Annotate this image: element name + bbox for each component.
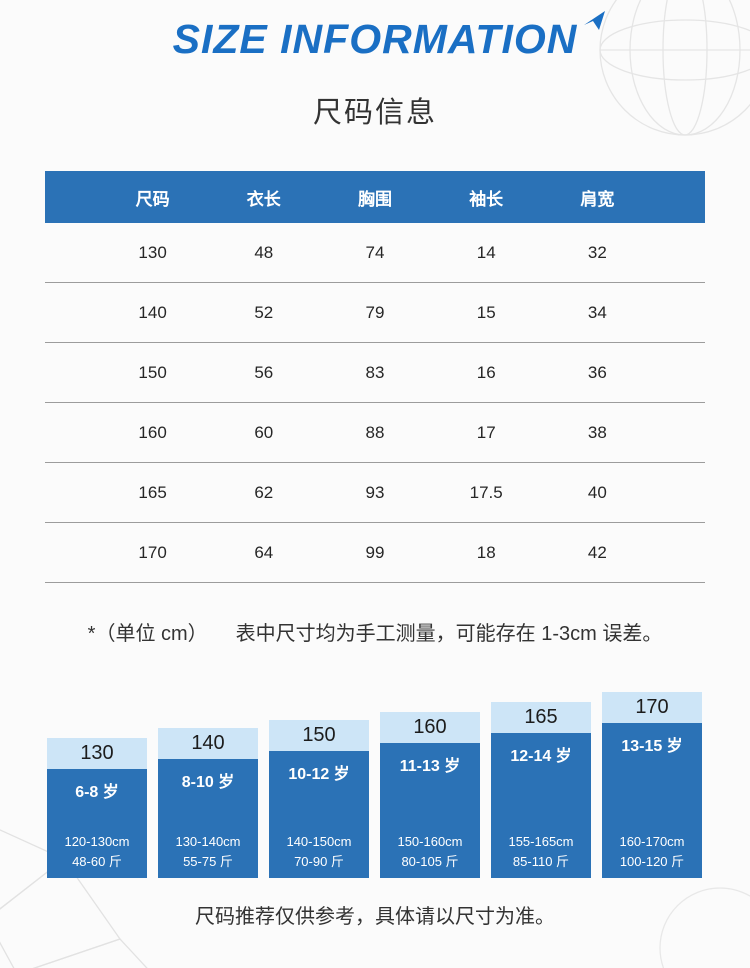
table-cell: 36 [587,362,607,382]
size-bar-140: 140 8-10 岁 130-140cm 55-75 斤 [158,728,258,878]
unit-note: *（单位 cm） 表中尺寸均为手工测量，可能存在 1-3cm 误差。 [0,617,750,646]
bar-size-label: 150 [269,720,369,751]
footer-note: 尺码推荐仅供参考，具体请以尺寸为准。 [195,906,555,928]
table-cell: 130 [138,242,167,262]
size-bar-150: 150 10-12 岁 140-150cm 70-90 斤 [269,720,369,878]
bar-height-range: 155-165cm [508,834,574,849]
table-cell: 165 [138,482,167,502]
table-cell: 42 [587,542,607,562]
table-cell: 79 [365,302,385,322]
table-cell: 74 [365,242,385,262]
bar-weight-range: 55-75 斤 [183,854,233,869]
bar-size-label: 160 [380,712,480,743]
table-cell: 60 [254,422,274,442]
table-cell: 32 [587,242,607,262]
bar-height-range: 160-170cm [619,834,685,849]
bar-body: 8-10 岁 130-140cm 55-75 斤 [158,759,258,878]
bar-weight-range: 85-110 斤 [512,854,570,869]
table-cell: 62 [254,482,274,502]
table-cell: 38 [587,422,607,442]
table-cell: 15 [476,302,496,322]
size-bar-160: 160 11-13 岁 150-160cm 80-105 斤 [380,712,480,878]
table-cell: 88 [365,422,385,442]
unit-note-text: 表中尺寸均为手工测量，可能存在 1-3cm 误差。 [235,623,663,645]
bar-body: 10-12 岁 140-150cm 70-90 斤 [269,751,369,878]
header-cell-shoulder: 肩宽 [580,189,615,209]
header-cell-size: 尺码 [135,189,170,209]
bar-age-range: 10-12 岁 [288,766,350,783]
table-cell: 99 [365,542,385,562]
bar-height-range: 150-160cm [397,834,463,849]
bar-age-range: 12-14 岁 [510,748,572,765]
bar-body: 12-14 岁 155-165cm 85-110 斤 [491,733,591,878]
bar-weight-range: 100-120 斤 [619,854,685,869]
table-cell: 52 [254,302,274,322]
flag-icon [584,11,606,30]
page-subtitle: 尺码信息 [312,97,437,129]
table-row: 130 48 74 14 32 [45,223,705,283]
bar-body: 6-8 岁 120-130cm 48-60 斤 [47,769,147,878]
table-cell: 56 [254,362,274,382]
bar-height-range: 140-150cm [286,834,352,849]
table-cell: 40 [587,482,607,502]
bar-size-label: 170 [602,692,702,723]
table-cell: 140 [138,302,167,322]
unit-note-prefix: *（单位 cm） [87,623,208,645]
table-cell: 83 [365,362,385,382]
table-row: 150 56 83 16 36 [45,343,705,403]
size-table: 尺码 衣长 胸围 袖长 肩宽 130 48 74 14 32 140 52 79… [45,171,705,583]
bar-weight-range: 48-60 斤 [72,854,122,869]
table-cell: 34 [587,302,607,322]
bar-weight-range: 80-105 斤 [401,854,459,869]
table-row: 170 64 99 18 42 [45,523,705,583]
table-header-row: 尺码 衣长 胸围 袖长 肩宽 [45,171,705,223]
bar-age-range: 11-13 岁 [399,758,461,775]
table-cell: 14 [476,242,496,262]
header-cell-chest: 胸围 [357,189,392,209]
bar-age-range: 6-8 岁 [75,784,119,801]
table-cell: 17 [476,422,496,442]
table-cell: 64 [254,542,274,562]
bar-age-range: 8-10 岁 [181,774,235,791]
bar-body: 11-13 岁 150-160cm 80-105 斤 [380,743,480,878]
page-title-text: SIZE INFORMATION [172,16,578,62]
size-bar-130: 130 6-8 岁 120-130cm 48-60 斤 [47,738,147,878]
table-cell: 160 [138,422,167,442]
table-cell: 93 [365,482,385,502]
header-cell-sleeve: 袖长 [469,189,504,209]
table-cell: 170 [138,542,167,562]
size-bar-170: 170 13-15 岁 160-170cm 100-120 斤 [602,692,702,878]
table-row: 140 52 79 15 34 [45,283,705,343]
table-cell: 48 [254,242,274,262]
bar-height-range: 130-140cm [175,834,241,849]
bar-size-label: 140 [158,728,258,759]
size-bar-165: 165 12-14 岁 155-165cm 85-110 斤 [491,702,591,878]
size-recommendation-bars: 130 6-8 岁 120-130cm 48-60 斤 140 8-10 岁 1… [47,692,703,878]
header-cell-length: 衣长 [246,189,281,209]
table-cell: 17.5 [469,482,503,502]
bar-height-range: 120-130cm [64,834,130,849]
bar-age-range: 13-15 岁 [621,738,683,755]
table-cell: 150 [138,362,167,382]
table-cell: 16 [476,362,496,382]
bar-body: 13-15 岁 160-170cm 100-120 斤 [602,723,702,878]
table-row: 160 60 88 17 38 [45,403,705,463]
bar-size-label: 130 [47,738,147,769]
table-row: 165 62 93 17.5 40 [45,463,705,523]
bar-weight-range: 70-90 斤 [294,854,344,869]
page-title: SIZE INFORMATION [0,11,750,63]
bar-size-label: 165 [491,702,591,733]
table-cell: 18 [476,542,496,562]
